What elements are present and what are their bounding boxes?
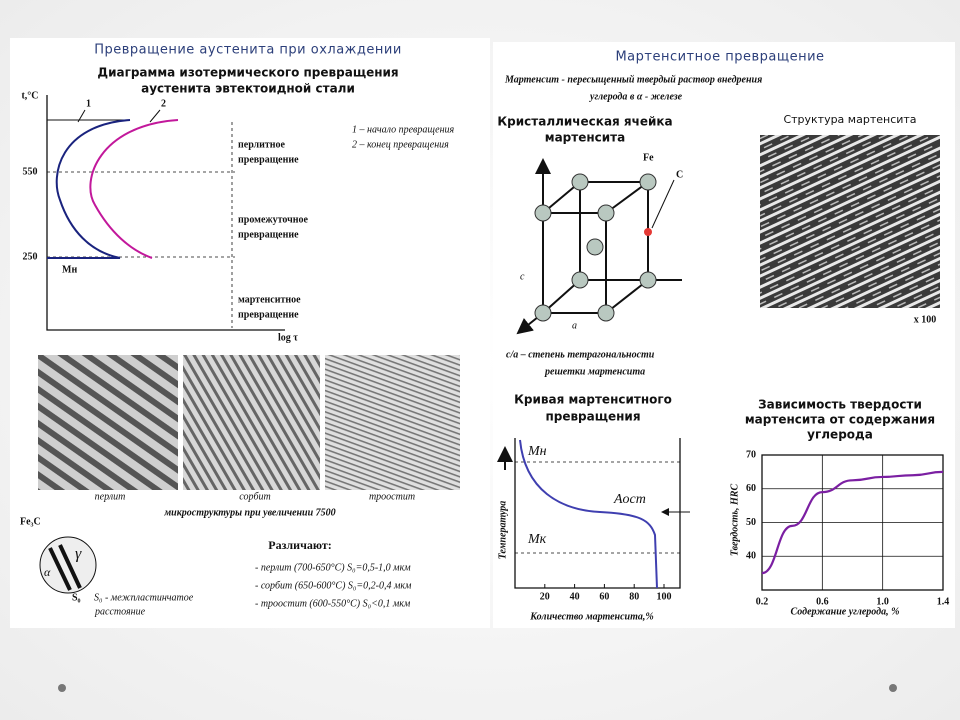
atom <box>534 204 552 222</box>
y-label: 250 <box>23 251 38 262</box>
cell-label: a <box>572 320 577 331</box>
micro-troostite <box>325 355 460 490</box>
x-tick-label: 100 <box>657 591 672 602</box>
x-tick-label: 20 <box>540 591 550 602</box>
axes <box>46 95 285 331</box>
atom <box>639 271 657 289</box>
x-tick-label: 80 <box>629 591 639 602</box>
curve-title: превращения <box>545 410 640 424</box>
left-panel <box>10 38 490 628</box>
curve-label: Mн <box>527 444 547 459</box>
y-axis-label: t,°C <box>21 90 38 101</box>
curve-start <box>47 119 131 259</box>
micro-pearlite <box>38 355 178 490</box>
zone-label: промежуточное <box>238 214 309 225</box>
cell-label: c <box>520 271 525 282</box>
distinguish-title: Различают: <box>268 538 331 552</box>
micro-title: микроструктуры при увеличении 7500 <box>163 507 335 518</box>
ratio: решетки мартенсита <box>544 366 645 377</box>
curve-x-label: Количество мартенсита,% <box>529 611 653 622</box>
zone-label: мартенситное <box>238 294 301 305</box>
micro-caption: перлит <box>95 491 126 502</box>
y-label: 550 <box>23 166 38 177</box>
magnification: x 100 <box>914 314 937 325</box>
hardness-curve <box>761 470 944 575</box>
legend: 2 – конец превращения <box>352 139 449 150</box>
cell-label: C <box>676 169 683 180</box>
curve-frame <box>514 438 681 589</box>
x-axis-label: log τ <box>278 332 298 343</box>
micro-caption: троостит <box>369 491 415 502</box>
zone-label: превращение <box>238 229 299 240</box>
curve-label: 2 <box>161 98 166 109</box>
x-tick-label: 1.4 <box>937 596 950 607</box>
definition: Мартенсит - пересыщенный твердый раствор… <box>504 74 762 85</box>
y-tick-label: 40 <box>746 551 756 562</box>
legend: 1 – начало превращения <box>352 124 455 135</box>
y-tick-label: 50 <box>746 517 756 528</box>
y-tick-label: 70 <box>746 449 756 460</box>
x-tick-label: 0.6 <box>816 596 829 607</box>
sketch-label: γ <box>75 546 82 563</box>
hardness-y-label: Твердость, HRC <box>729 484 740 557</box>
martensite-photo <box>760 135 940 308</box>
ms-label: Mн <box>62 264 77 275</box>
diagram-title: аустенита эвтектоидной стали <box>141 82 355 96</box>
nav-dot <box>58 684 66 692</box>
curve-label: Aост <box>613 492 646 507</box>
hardness-title: углерода <box>807 428 873 442</box>
definition: углерода в α - железе <box>589 91 683 102</box>
sketch-note: S₀ - межпластинчатое <box>94 592 194 603</box>
sketch-note: расстояние <box>94 606 146 617</box>
x-tick-label: 1.0 <box>876 596 889 607</box>
hardness-x-label: Содержание углерода, % <box>791 606 900 617</box>
left-title: Превращение аустенита при охлаждении <box>94 43 402 58</box>
atom <box>571 271 589 289</box>
x-tick-label: 0.2 <box>756 596 769 607</box>
micro-caption: сорбит <box>239 491 270 502</box>
hardness-title: мартенсита от содержания <box>745 413 935 427</box>
right-title: Мартенситное превращение <box>615 50 824 65</box>
sketch-label: α <box>44 565 51 579</box>
cell-label: Fe <box>643 152 654 163</box>
zone-label: превращение <box>238 309 299 320</box>
distinguish-item: - перлит (700-650°С) S₀=0,5-1,0 мкм <box>255 562 411 573</box>
ratio: c/a – степень тетрагональности <box>506 349 655 360</box>
sketch-plates <box>48 544 82 591</box>
hardness-title: Зависимость твердости <box>758 398 922 412</box>
curve-end <box>89 119 179 259</box>
x-tick-label: 40 <box>570 591 580 602</box>
structure-title: Структура мартенсита <box>783 113 916 126</box>
atom <box>639 173 657 191</box>
leader <box>651 179 675 229</box>
atom <box>571 173 589 191</box>
sketch-label: Fe₃C <box>20 516 41 527</box>
curve-label: Mк <box>527 532 547 547</box>
zone-label: превращение <box>238 154 299 165</box>
distinguish-item: - сорбит (650-600°С) S₀=0,2-0,4 мкм <box>255 580 412 591</box>
cell-title: Кристаллическая ячейка <box>497 115 672 129</box>
cell-title: мартенсита <box>545 131 625 145</box>
nav-dot <box>889 684 897 692</box>
y-tick-label: 60 <box>746 483 756 494</box>
atom <box>534 304 552 322</box>
curve-title: Кривая мартенситного <box>514 393 672 407</box>
atom <box>586 238 604 256</box>
carbon-atom <box>644 228 652 236</box>
sketch-label: S₀ <box>72 592 81 603</box>
zone-label: перлитное <box>238 139 286 150</box>
diagram-title: Диаграмма изотермического превращения <box>97 66 398 80</box>
atom <box>597 304 615 322</box>
micro-sorbite <box>183 355 320 490</box>
leaders <box>77 109 161 123</box>
curve-y-label: Температура <box>497 501 508 560</box>
martensite-curve <box>519 439 658 589</box>
atom <box>597 204 615 222</box>
distinguish-item: - троостит (600-550°С) S₀<0,1 мкм <box>255 598 411 609</box>
curve-label: 1 <box>86 98 91 109</box>
x-tick-label: 60 <box>599 591 609 602</box>
